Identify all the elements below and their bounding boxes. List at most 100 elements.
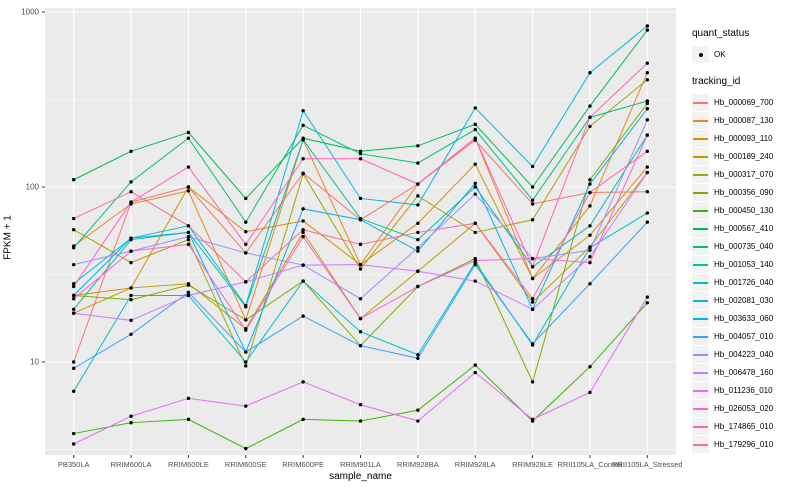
data-point xyxy=(645,70,650,75)
data-point xyxy=(186,290,191,295)
data-point xyxy=(301,263,305,267)
data-point xyxy=(244,446,248,451)
series-line-icon xyxy=(692,328,709,345)
data-point xyxy=(71,282,76,286)
data-point xyxy=(588,70,592,75)
data-point xyxy=(71,296,76,301)
legend-item-Hb_000189_240: Hb_000189_240 xyxy=(692,148,798,165)
data-point xyxy=(588,254,592,259)
data-point xyxy=(588,115,592,120)
data-point xyxy=(129,420,133,425)
series-line-icon xyxy=(692,400,709,417)
data-point xyxy=(129,249,133,253)
data-point xyxy=(71,216,76,221)
data-point xyxy=(71,431,76,436)
data-point xyxy=(301,230,305,235)
data-point xyxy=(301,380,305,384)
data-point xyxy=(416,284,420,289)
data-point xyxy=(530,256,535,261)
ok-point-icon xyxy=(692,46,709,63)
legend-item-label: Hb_001053_140 xyxy=(714,260,774,269)
data-point xyxy=(645,107,650,111)
data-point xyxy=(186,136,191,140)
data-point xyxy=(71,262,76,267)
data-point xyxy=(301,172,305,176)
data-point xyxy=(416,249,420,253)
data-point xyxy=(71,245,76,250)
data-point xyxy=(645,118,650,122)
data-point xyxy=(473,185,477,189)
data-point xyxy=(186,189,191,193)
data-point xyxy=(244,360,248,364)
data-point xyxy=(129,414,133,418)
data-point xyxy=(588,282,592,286)
legend-item-Hb_003633_060: Hb_003633_060 xyxy=(692,310,798,327)
data-point xyxy=(416,356,420,360)
data-point xyxy=(416,237,420,242)
series-line-icon xyxy=(692,112,709,129)
data-point xyxy=(530,164,535,169)
data-point xyxy=(530,265,535,269)
data-point xyxy=(186,165,191,169)
x-tick-label: RRIM600LE xyxy=(168,460,209,469)
data-point xyxy=(645,99,650,103)
data-point xyxy=(244,196,248,201)
legend-title-quant-status: quant_status xyxy=(692,28,750,39)
data-point xyxy=(186,242,191,247)
data-point xyxy=(244,328,248,332)
legend-item-Hb_179296_010: Hb_179296_010 xyxy=(692,436,798,453)
data-point xyxy=(645,24,650,28)
data-point xyxy=(71,311,76,315)
legend-item-label: Hb_011236_010 xyxy=(714,386,773,395)
series-line-icon xyxy=(692,220,709,237)
data-point xyxy=(645,165,650,169)
data-point xyxy=(129,286,133,290)
series-line-icon xyxy=(692,130,709,147)
data-point xyxy=(129,297,133,302)
legend-item-label: Hb_000093_110 xyxy=(714,134,773,143)
legend-item-label: Hb_000356_090 xyxy=(714,188,774,197)
data-point xyxy=(186,230,191,235)
data-point xyxy=(588,390,592,395)
legend-item-Hb_004223_040: Hb_004223_040 xyxy=(692,346,798,363)
data-point xyxy=(416,269,420,273)
data-point xyxy=(588,104,592,108)
data-point xyxy=(129,332,133,336)
legend-item-Hb_004057_010: Hb_004057_010 xyxy=(692,328,798,345)
legend-item-label: Hb_026053_020 xyxy=(714,404,774,413)
data-point xyxy=(129,236,133,240)
legend: quant_status OK tracking_id Hb_000069_70… xyxy=(692,28,798,454)
data-point xyxy=(129,260,133,265)
data-point xyxy=(186,185,191,189)
data-point xyxy=(530,307,535,312)
data-point xyxy=(473,127,477,132)
data-point xyxy=(358,343,363,348)
data-point xyxy=(129,149,133,153)
data-point xyxy=(186,283,191,287)
data-point xyxy=(473,181,477,185)
data-point xyxy=(530,276,535,281)
data-point xyxy=(473,106,477,110)
series-line-icon xyxy=(692,166,709,183)
data-point xyxy=(358,262,363,267)
data-point xyxy=(71,389,76,394)
data-point xyxy=(301,123,305,128)
legend-item-Hb_000735_040: Hb_000735_040 xyxy=(692,238,798,255)
data-point xyxy=(129,318,133,323)
data-point xyxy=(129,190,133,194)
legend-item-label: Hb_174865_010 xyxy=(714,422,774,431)
y-tick-label: 1000 xyxy=(21,8,39,17)
data-point xyxy=(645,101,650,106)
data-point xyxy=(645,170,650,175)
legend-item-Hb_174865_010: Hb_174865_010 xyxy=(692,418,798,435)
legend-item-Hb_001053_140: Hb_001053_140 xyxy=(692,256,798,273)
data-point xyxy=(358,157,363,161)
x-tick-label: RRIM600SE xyxy=(225,460,267,469)
legend-item-label: OK xyxy=(714,50,726,59)
data-point xyxy=(416,408,420,412)
data-point xyxy=(473,230,477,235)
legend-item-label: Hb_000567_410 xyxy=(714,224,774,233)
data-point xyxy=(301,314,305,318)
data-point xyxy=(244,364,248,368)
data-point xyxy=(530,185,535,189)
